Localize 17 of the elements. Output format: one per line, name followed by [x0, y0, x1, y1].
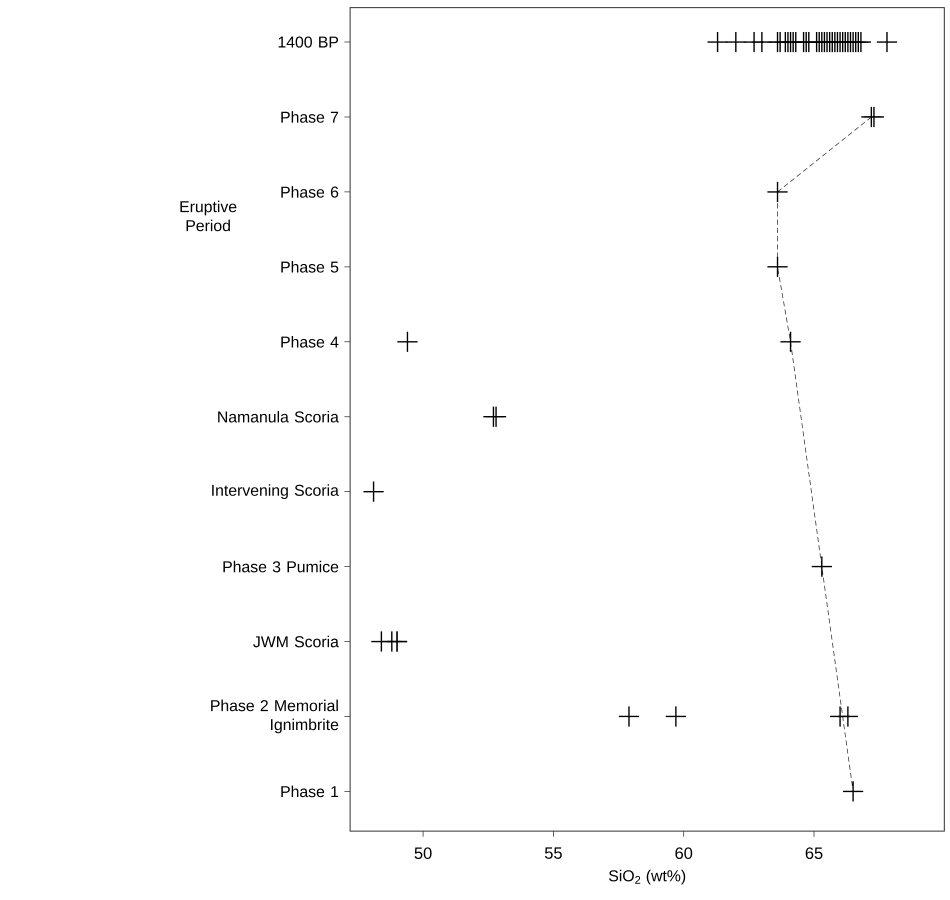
y-tick-label: JWM Scoria [253, 636, 339, 648]
x-tick-label: 55 [544, 847, 562, 859]
y-tick-label: Namanula Scoria [218, 410, 339, 422]
y-tick-label: Phase 2 Memorial Ignimbrite [211, 699, 338, 734]
x-tick-label: 50 [414, 847, 432, 859]
y-tick-label: Phase 5 [281, 260, 338, 273]
x-axis-title: SiO$_{2}$ (wt%) [609, 870, 686, 884]
y-tick-label: Phase 4 [281, 336, 338, 348]
x-tick-label: 65 [806, 847, 822, 859]
y-tick-label: Intervening Scoria [212, 484, 339, 499]
y-tick-label: Phase 6 [281, 186, 338, 198]
y-tick-label: 1400 BP [278, 36, 338, 48]
y-tick-label: Phase 1 [281, 785, 338, 798]
x-tick-label: 60 [675, 847, 692, 859]
y-tick-label: Phase 7 [281, 111, 338, 123]
y-axis-title: Eruptive Period [180, 200, 236, 232]
y-tick-label: Phase 3 Pumice [223, 560, 338, 572]
